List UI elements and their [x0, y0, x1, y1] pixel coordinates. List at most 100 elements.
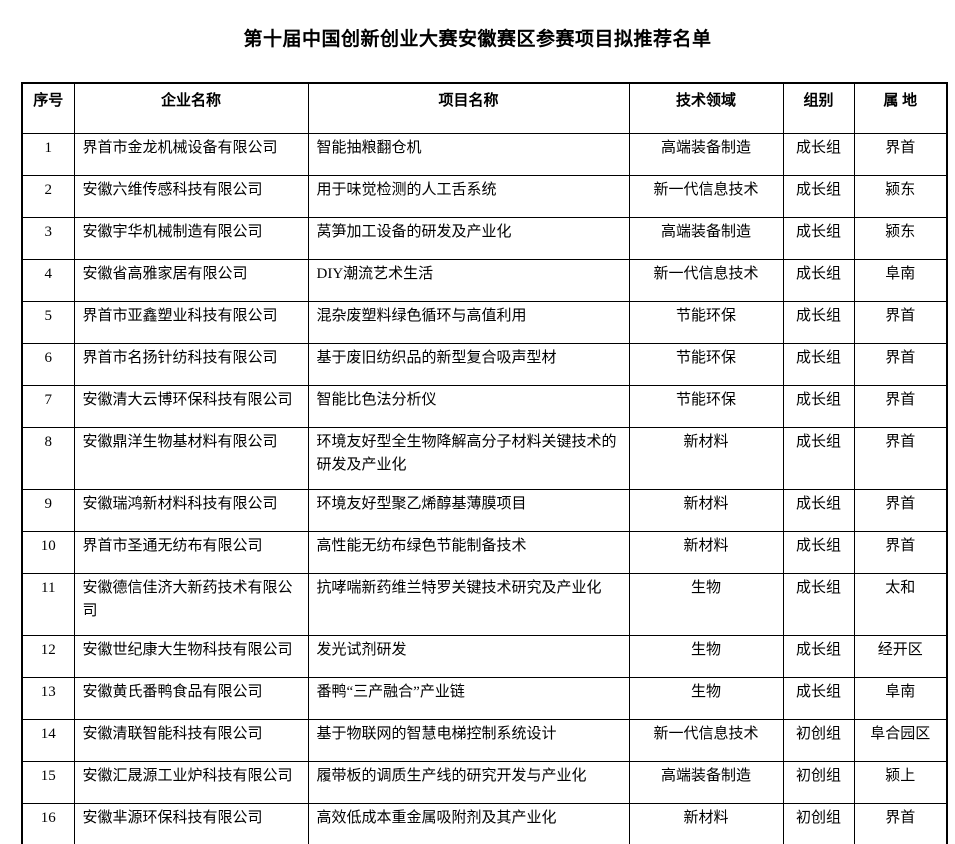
cell-tech-field: 节能环保 — [628, 384, 784, 428]
cell-group: 成长组 — [782, 300, 855, 344]
cell-company-name: 安徽黄氏番鸭食品有限公司 — [73, 676, 309, 720]
cell-company-name: 界首市亚鑫塑业科技有限公司 — [73, 300, 309, 344]
cell-serial-number: 10 — [21, 530, 75, 574]
column-header-project: 项目名称 — [307, 82, 630, 134]
cell-company-name: 安徽汇晟源工业炉科技有限公司 — [73, 760, 309, 804]
cell-tech-field: 节能环保 — [628, 300, 784, 344]
recommendation-table: 序号 企业名称 项目名称 技术领域 组别属 地 1 界首市金龙机械设备有限公司 智能抽粮翻仓… — [21, 82, 948, 844]
page-title: 第十届中国创新创业大赛安徽赛区参赛项目拟推荐名单 — [243, 29, 712, 50]
cell-company-name: 安徽清大云博环保科技有限公司 — [73, 384, 309, 428]
cell-location: 阜南 — [853, 676, 948, 720]
table-row: 7 安徽清大云博环保科技有限公司 智能比色法分析仪 节能环保 成长组 界首 — [21, 384, 948, 428]
cell-group: 初创组 — [782, 802, 855, 844]
cell-project-name: 智能比色法分析仪 — [307, 384, 630, 428]
cell-tech-field: 新材料 — [628, 426, 784, 490]
table-row: 14 安徽清联智能科技有限公司 基于物联网的智慧电梯控制系统设计 新一代信息技术 初创组… — [21, 718, 948, 762]
table-row: 8 安徽鼎洋生物基材料有限公司 环境友好型全生物降解高分子材料关键技术的研发及产业化… — [21, 426, 948, 490]
cell-tech-field: 生物 — [628, 572, 784, 636]
cell-tech-field: 高端装备制造 — [628, 132, 784, 176]
cell-location: 界首 — [853, 488, 948, 532]
table-row: 12 安徽世纪康大生物科技有限公司 发光试剂研发 生物 成长组 经开区 — [21, 634, 948, 678]
cell-project-name: 用于味觉检测的人工舌系统 — [307, 174, 630, 218]
cell-tech-field: 生物 — [628, 676, 784, 720]
cell-group: 成长组 — [782, 216, 855, 260]
cell-project-name: 智能抽粮翻仓机 — [307, 132, 630, 176]
cell-company-name: 安徽德信佳济大新药技术有限公司 — [73, 572, 309, 636]
cell-serial-number: 11 — [21, 572, 75, 636]
cell-tech-field: 高端装备制造 — [628, 760, 784, 804]
cell-company-name: 界首市名扬针纺科技有限公司 — [73, 342, 309, 386]
cell-project-name: 基于物联网的智慧电梯控制系统设计 — [307, 718, 630, 762]
cell-location: 界首 — [853, 384, 948, 428]
cell-group: 成长组 — [782, 426, 855, 490]
cell-location: 界首 — [853, 802, 948, 844]
cell-serial-number: 2 — [21, 174, 75, 218]
cell-serial-number: 16 — [21, 802, 75, 844]
cell-tech-field: 新一代信息技术 — [628, 174, 784, 218]
cell-serial-number: 15 — [21, 760, 75, 804]
cell-tech-field: 新材料 — [628, 488, 784, 532]
cell-serial-number: 9 — [21, 488, 75, 532]
cell-location: 界首 — [853, 300, 948, 344]
cell-project-name: 发光试剂研发 — [307, 634, 630, 678]
cell-group: 成长组 — [782, 174, 855, 218]
cell-company-name: 安徽瑞鸿新材料科技有限公司 — [73, 488, 309, 532]
cell-serial-number: 13 — [21, 676, 75, 720]
cell-project-name: 高性能无纺布绿色节能制备技术 — [307, 530, 630, 574]
cell-serial-number: 6 — [21, 342, 75, 386]
cell-tech-field: 新材料 — [628, 802, 784, 844]
table-row: 2 安徽六维传感科技有限公司 用于味觉检测的人工舌系统 新一代信息技术 成长组 颍东 — [21, 174, 948, 218]
header-row: 序号 企业名称 项目名称 技术领域 组别属 地 — [21, 82, 948, 134]
table-row: 5 界首市亚鑫塑业科技有限公司 混杂废塑料绿色循环与高值利用 节能环保 成长组 界首 — [21, 300, 948, 344]
column-header-loc: 属 地 — [853, 82, 948, 134]
cell-company-name: 安徽省高雅家居有限公司 — [73, 258, 309, 302]
cell-project-name: 混杂废塑料绿色循环与高值利用 — [307, 300, 630, 344]
table-row: 13 安徽黄氏番鸭食品有限公司 番鸭“三产融合”产业链 生物 成长组 阜南 — [21, 676, 948, 720]
table-row: 6 界首市名扬针纺科技有限公司 基于废旧纺织品的新型复合吸声型材 节能环保 成长组 界首 — [21, 342, 948, 386]
cell-project-name: 高效低成本重金属吸附剂及其产业化 — [307, 802, 630, 844]
cell-group: 成长组 — [782, 258, 855, 302]
table-row: 3 安徽宇华机械制造有限公司 莴笋加工设备的研发及产业化 高端装备制造 成长组 颍东 — [21, 216, 948, 260]
column-header-no: 序号 — [21, 82, 75, 134]
cell-serial-number: 1 — [21, 132, 75, 176]
table-row: 10 界首市圣通无纺布有限公司 高性能无纺布绿色节能制备技术 新材料 成长组 界首 — [21, 530, 948, 574]
cell-company-name: 界首市圣通无纺布有限公司 — [73, 530, 309, 574]
column-header-company: 企业名称 — [73, 82, 309, 134]
cell-project-name: 基于废旧纺织品的新型复合吸声型材 — [307, 342, 630, 386]
cell-group: 成长组 — [782, 530, 855, 574]
cell-location: 界首 — [853, 342, 948, 386]
cell-project-name: 履带板的调质生产线的研究开发与产业化 — [307, 760, 630, 804]
cell-project-name: 环境友好型全生物降解高分子材料关键技术的研发及产业化 — [307, 426, 630, 490]
table-row: 1 界首市金龙机械设备有限公司 智能抽粮翻仓机 高端装备制造 成长组 界首 — [21, 132, 948, 176]
cell-company-name: 安徽鼎洋生物基材料有限公司 — [73, 426, 309, 490]
cell-location: 界首 — [853, 132, 948, 176]
column-header-field: 技术领域 — [628, 82, 784, 134]
cell-serial-number: 3 — [21, 216, 75, 260]
cell-serial-number: 5 — [21, 300, 75, 344]
cell-location: 阜合园区 — [853, 718, 948, 762]
cell-company-name: 界首市金龙机械设备有限公司 — [73, 132, 309, 176]
cell-company-name: 安徽六维传感科技有限公司 — [73, 174, 309, 218]
cell-tech-field: 新材料 — [628, 530, 784, 574]
cell-group: 成长组 — [782, 488, 855, 532]
cell-location: 颍东 — [853, 174, 948, 218]
cell-tech-field: 新一代信息技术 — [628, 258, 784, 302]
table-header: 序号 企业名称 项目名称 技术领域 组别属 地 — [21, 82, 948, 134]
cell-project-name: DIY潮流艺术生活 — [307, 258, 630, 302]
cell-group: 成长组 — [782, 676, 855, 720]
cell-serial-number: 14 — [21, 718, 75, 762]
cell-serial-number: 12 — [21, 634, 75, 678]
table-row: 9 安徽瑞鸿新材料科技有限公司 环境友好型聚乙烯醇基薄膜项目 新材料 成长组 界首 — [21, 488, 948, 532]
cell-group: 成长组 — [782, 342, 855, 386]
cell-location: 颍上 — [853, 760, 948, 804]
cell-tech-field: 新一代信息技术 — [628, 718, 784, 762]
cell-group: 成长组 — [782, 384, 855, 428]
cell-group: 成长组 — [782, 132, 855, 176]
cell-project-name: 环境友好型聚乙烯醇基薄膜项目 — [307, 488, 630, 532]
cell-company-name: 安徽宇华机械制造有限公司 — [73, 216, 309, 260]
cell-group: 成长组 — [782, 572, 855, 636]
cell-tech-field: 节能环保 — [628, 342, 784, 386]
table-body: 1 界首市金龙机械设备有限公司 智能抽粮翻仓机 高端装备制造 成长组 界首 2 安徽六维传感科… — [21, 132, 948, 844]
cell-company-name: 安徽芈源环保科技有限公司 — [73, 802, 309, 844]
